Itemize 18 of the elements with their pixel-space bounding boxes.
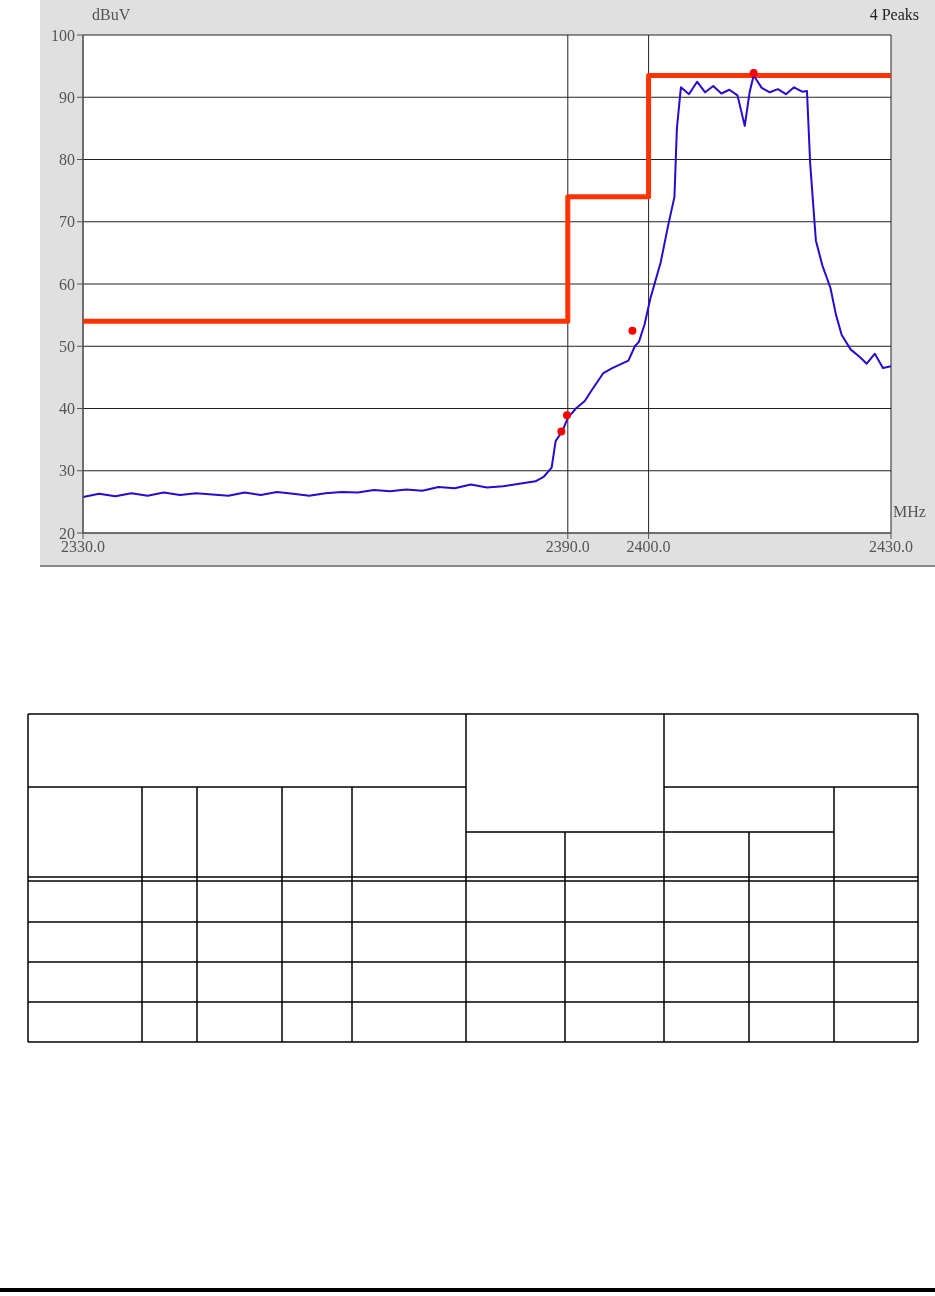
x-tick-label: 2390.0 xyxy=(545,538,590,556)
y-tick-label: 50 xyxy=(59,337,75,355)
point xyxy=(557,427,566,436)
point xyxy=(628,326,637,335)
x-tick-label: 2400.0 xyxy=(626,538,671,556)
y-tick-label: 40 xyxy=(59,400,75,418)
y-tick-label: 70 xyxy=(59,213,75,231)
text: 4 Peaks xyxy=(869,6,919,24)
y-tick-label: 80 xyxy=(59,151,75,169)
point xyxy=(749,68,758,77)
y-axis-title: dBuV xyxy=(92,6,131,24)
x-tick-label: 2430.0 xyxy=(869,538,913,556)
y-tick-label: 30 xyxy=(59,462,75,480)
point xyxy=(562,411,571,420)
x-axis-title: MHz xyxy=(893,503,926,521)
y-tick-label: 100 xyxy=(51,26,75,44)
y-tick-label: 90 xyxy=(59,88,75,106)
y-tick-label: 60 xyxy=(59,275,75,293)
